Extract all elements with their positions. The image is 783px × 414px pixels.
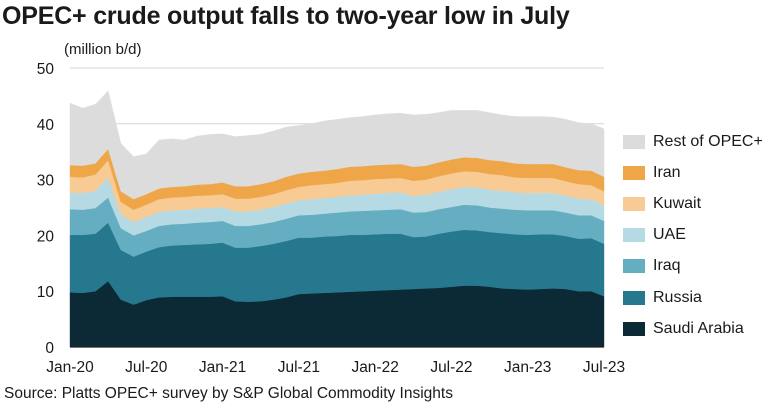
legend-label: Iran: [653, 163, 681, 181]
legend-swatch: [623, 321, 645, 336]
legend-item-uae: UAE: [623, 220, 763, 251]
legend-item-kuwait: Kuwait: [623, 188, 763, 219]
legend-swatch: [623, 259, 645, 274]
legend-item-saudi-arabia: Saudi Arabia: [623, 313, 763, 344]
x-tick-label: Jan-23: [504, 359, 551, 376]
y-axis-unit-label: (million b/d): [64, 41, 142, 58]
y-tick-label: 40: [37, 117, 55, 134]
legend-label: UAE: [653, 226, 686, 244]
x-tick-label: Jan-22: [351, 359, 398, 376]
chart-title: OPEC+ crude output falls to two-year low…: [2, 2, 570, 30]
x-tick-label: Jul-21: [278, 359, 320, 376]
legend-swatch: [623, 165, 645, 180]
legend-swatch: [623, 228, 645, 243]
area-series-rest-of-opec: [69, 90, 605, 200]
area-series-group: [69, 90, 605, 348]
x-axis-ticks: Jan-20 Jul-20 Jan-21 Jul-21 Jan-22 Jul-22 Jan-…: [46, 359, 625, 376]
legend-label: Iraq: [653, 257, 681, 275]
legend-item-russia: Russia: [623, 282, 763, 313]
x-tick-label: Jan-20: [46, 359, 94, 376]
legend-label: Kuwait: [653, 194, 702, 212]
y-tick-label: 10: [37, 284, 55, 301]
legend-label: Rest of OPEC+: [653, 132, 763, 150]
y-tick-label: 30: [37, 173, 55, 190]
x-tick-label: Jan-21: [199, 359, 246, 376]
source-note: Source: Platts OPEC+ survey by S&P Globa…: [4, 385, 453, 402]
legend-label: Saudi Arabia: [653, 319, 744, 337]
x-tick-label: Jul-23: [583, 359, 625, 376]
y-tick-label: 20: [37, 228, 55, 245]
legend-swatch: [623, 196, 645, 211]
y-tick-label: 50: [37, 61, 55, 78]
legend-swatch: [623, 134, 645, 149]
legend-item-rest-of-opec: Rest of OPEC+: [623, 126, 763, 157]
y-axis-ticks: 0 10 20 30 40 50: [37, 61, 55, 357]
x-tick-label: Jul-20: [125, 359, 168, 376]
legend-item-iraq: Iraq: [623, 251, 763, 282]
chart-legend: Rest of OPEC+ Iran Kuwait UAE Iraq Russia Saud…: [623, 126, 763, 344]
legend-label: Russia: [653, 288, 702, 306]
x-tick-label: Jul-22: [430, 359, 472, 376]
y-tick-label: 0: [45, 340, 54, 357]
legend-swatch: [623, 290, 645, 305]
legend-item-iran: Iran: [623, 157, 763, 188]
